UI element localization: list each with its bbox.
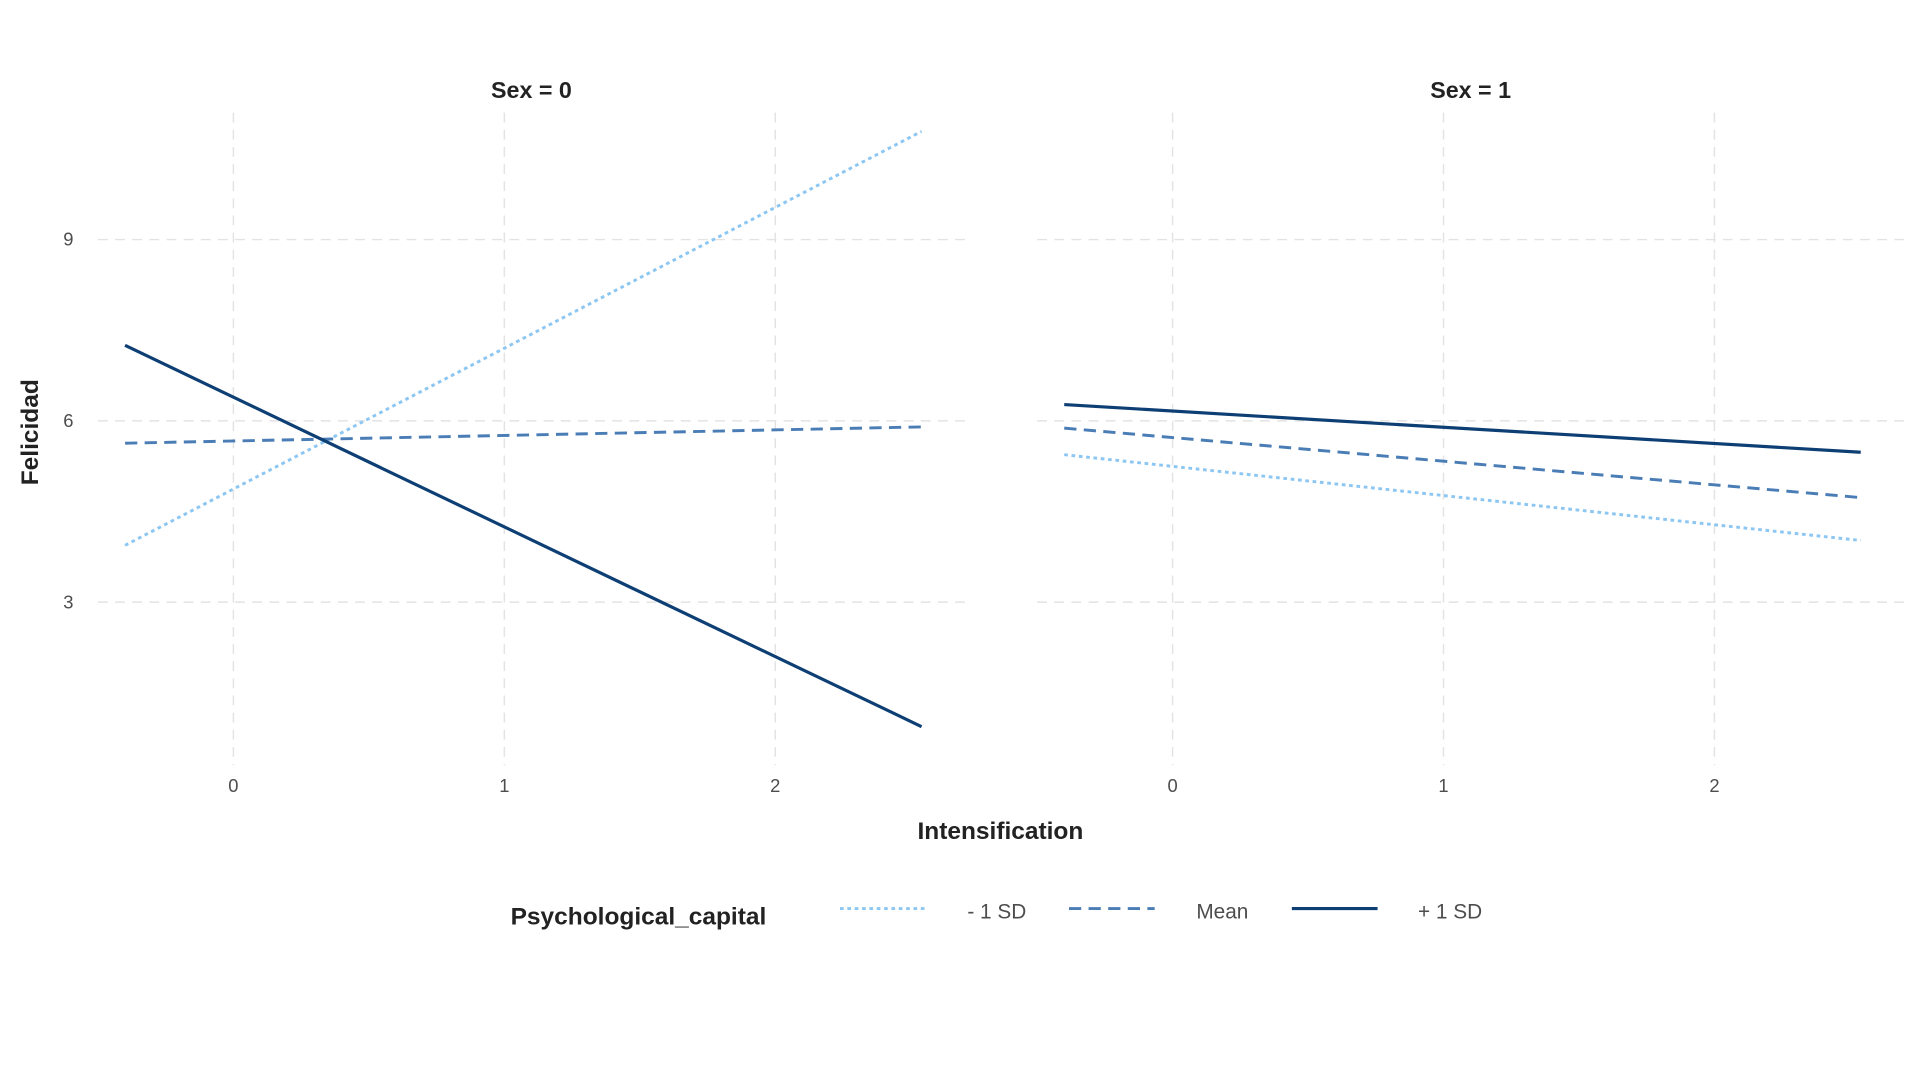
x-tick-label: 0 <box>1167 775 1177 796</box>
series-line-dotted <box>124 130 923 547</box>
facet-strip-label: Sex = 1 <box>1430 77 1511 103</box>
series-line-dotted <box>1064 453 1861 542</box>
legend: Psychological_capital - 1 SD Mean + 1 SD <box>511 900 1483 930</box>
x-tick-label: 2 <box>1709 775 1719 796</box>
legend-label: Mean <box>1196 900 1248 923</box>
y-axis-label: Felicidad <box>17 379 44 485</box>
legend-title: Psychological_capital <box>511 903 767 930</box>
x-tick-label: 1 <box>1438 775 1448 796</box>
series-line-solid <box>124 343 923 729</box>
x-tick-label: 2 <box>770 775 780 796</box>
series-line-dashed <box>1064 426 1861 500</box>
series-line-solid <box>1064 402 1861 454</box>
legend-label: + 1 SD <box>1418 900 1482 923</box>
x-axis-label: Intensification <box>917 818 1083 845</box>
panel-1: 0 1 2 Sex = 1 <box>1037 77 1905 796</box>
y-tick-label: 3 <box>63 591 73 612</box>
x-tick-label: 0 <box>228 775 238 796</box>
legend-label: - 1 SD <box>967 900 1026 923</box>
series-line-dashed <box>125 425 922 445</box>
y-tick-label: 9 <box>63 229 73 250</box>
facet-strip-label: Sex = 0 <box>491 77 572 103</box>
panel-0: 3 6 9 0 1 2 Sex = 0 <box>63 77 965 796</box>
y-tick-label: 6 <box>63 410 73 431</box>
x-tick-label: 1 <box>499 775 509 796</box>
